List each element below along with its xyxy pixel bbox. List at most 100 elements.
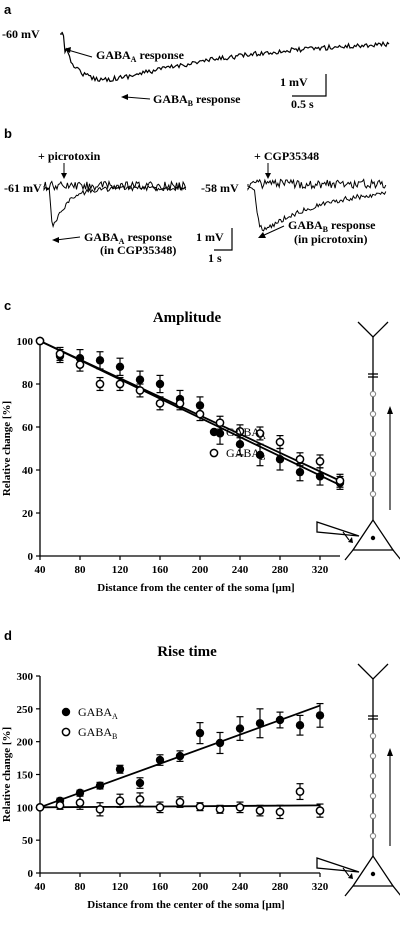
neuron-c-electrode-site	[369, 410, 377, 418]
chart-c-point-gabab	[235, 426, 245, 436]
panel-b-left-drug-arrowhead	[61, 173, 67, 179]
chart-d-y-tick-label: 0	[28, 868, 34, 880]
chart-c-point-gabaa	[315, 472, 325, 481]
chart-c-x-tick-label: 240	[232, 564, 249, 576]
chart-d-y-tick-label: 100	[17, 802, 34, 814]
chart-d-point-gabab	[215, 804, 225, 814]
neuron-d-electrode-site	[369, 832, 377, 840]
chart-c-point-gabab	[55, 349, 65, 359]
neuron-c-direction-arrowhead	[387, 406, 393, 414]
neuron-c-recording-pipette	[316, 521, 360, 537]
chart-c-point-gabaa	[155, 379, 165, 389]
panel-b-right-resp-arrowhead	[258, 232, 266, 238]
chart-c-legend-label: GABAB	[226, 446, 265, 462]
chart-d-y-tick-label: 50	[22, 835, 34, 847]
neuron-c-basal-dendrite	[344, 549, 354, 561]
chart-c-legend-marker	[209, 427, 219, 437]
chart-c-legend-label: GABAA	[226, 425, 266, 441]
panel-a-gabaa-label: GABAA response	[96, 48, 185, 64]
neuron-c-electrode-site	[369, 490, 377, 498]
chart-c-point-gabab	[135, 386, 145, 395]
neuron-d-direction-arrowhead	[387, 748, 393, 756]
chart-c-x-tick-label: 200	[192, 564, 209, 576]
panel-a-scalebar	[292, 74, 327, 97]
chart-d-x-tick-label: 160	[152, 881, 169, 893]
neuron-c-soma-center	[370, 535, 376, 541]
panel-a-scale-t: 0.5 s	[291, 97, 314, 111]
panel-b-left-resp-arrow	[55, 236, 81, 241]
chart-c-legend-marker	[209, 448, 219, 458]
chart-c-y-tick-label: 20	[22, 508, 34, 520]
neuron-d-electrode-site	[369, 732, 377, 740]
chart-d-x-tick-label: 120	[112, 881, 129, 893]
panel-a-letter: a	[4, 2, 12, 17]
chart-d-point-gabaa	[95, 781, 105, 790]
chart-d-point-gabab	[315, 806, 325, 815]
panel-a-gabab-arrowhead	[121, 94, 128, 100]
chart-c-y-tick-label: 0	[28, 551, 34, 563]
neuron-d-soma-center	[370, 871, 376, 877]
chart-d-point-gabab	[275, 807, 285, 817]
panel-b-right-resp-arrow	[261, 225, 285, 237]
chart-c-point-gabaa	[95, 356, 105, 365]
chart-c-y-tick-label: 100	[17, 336, 34, 348]
chart-d-point-gabaa	[115, 765, 125, 774]
chart-d-point-gabaa	[295, 721, 305, 730]
panel-b-right-voltage: -58 mV	[201, 181, 239, 195]
chart-d-legend-label: GABAA	[78, 705, 118, 721]
chart-d-x-tick-label: 280	[272, 881, 289, 893]
neuron-d-recording-pipette	[316, 857, 360, 873]
neuron-c-apical-tuft	[357, 321, 389, 338]
neuron-c-basal-dendrite	[392, 549, 400, 560]
neuron-c-soma	[351, 518, 395, 551]
chart-c-point-gabab	[215, 418, 225, 428]
neuron-c-pipette-arrowhead	[348, 537, 353, 543]
neuron-c-pipette-arrow	[342, 531, 350, 541]
panel-a-gabab-label: GABAB response	[153, 92, 241, 108]
neuron-c-electrode-site	[369, 470, 377, 478]
chart-c-x-tick-label: 40	[35, 564, 47, 576]
chart-c: 0 20 40 60 80 100 40 80 120 160 200 240 280 320 Distan…	[1, 336, 345, 594]
chart-d-point-gabab	[175, 797, 185, 807]
panel-b-right-resp-note: (in picrotoxin)	[294, 232, 367, 246]
chart-d-point-gabaa	[275, 715, 285, 725]
chart-d-point-gabaa	[155, 755, 165, 765]
chart-d-point-gabaa	[75, 788, 85, 798]
neuron-c-electrode-site	[369, 450, 377, 458]
neuron-d-apical-tuft	[357, 663, 389, 680]
chart-d-point-gabab	[235, 802, 245, 812]
chart-c-point-gabab	[35, 336, 45, 346]
panel-b-scale-v: 1 mV	[196, 230, 224, 244]
chart-c-point-gabaa	[235, 440, 245, 449]
chart-c-x-tick-label: 160	[152, 564, 169, 576]
chart-d-point-gabab	[35, 802, 45, 812]
chart-c-point-gabab	[155, 399, 165, 408]
panel-b-left-resp-note: (in CGP35348)	[100, 243, 176, 257]
chart-c-point-gabab	[75, 360, 85, 369]
chart-c-point-gabab	[95, 379, 105, 389]
panel-b-right-drug-arrowhead	[265, 173, 271, 179]
panel-b-left-resp-label: GABAA response	[84, 230, 173, 246]
chart-d-x-tick-label: 80	[75, 881, 87, 893]
chart-c-point-gabab	[335, 476, 345, 486]
chart-c-point-gabaa	[115, 362, 125, 371]
chart-d: 0 50 100 150 200 250 300 40 80 120 160 200 240 280 320…	[1, 671, 329, 911]
chart-d-point-gabaa	[315, 711, 325, 720]
neuron-d-electrode-site	[369, 792, 377, 800]
chart-c-point-gabab	[195, 409, 205, 419]
chart-d-x-tick-label: 200	[192, 881, 209, 893]
chart-c-point-gabaa	[275, 455, 285, 464]
chart-d-point-gabab	[295, 787, 305, 796]
chart-c-title: Amplitude	[153, 310, 222, 326]
panel-c-letter: c	[4, 298, 11, 313]
neuron-d-basal-dendrite	[344, 885, 354, 897]
chart-c-y-axis-label: Relative change [%]	[1, 401, 13, 496]
panel-b-left-drug: + picrotoxin	[38, 149, 101, 163]
neuron-d-pipette-arrow	[342, 867, 350, 877]
neuron-d-electrode-site	[369, 772, 377, 780]
chart-d-point-gabaa	[195, 728, 205, 738]
chart-d-point-gabab	[255, 806, 265, 815]
chart-d-point-gabab	[195, 802, 205, 812]
chart-d-title: Rise time	[157, 644, 217, 660]
chart-c-point-gabab	[255, 429, 265, 438]
